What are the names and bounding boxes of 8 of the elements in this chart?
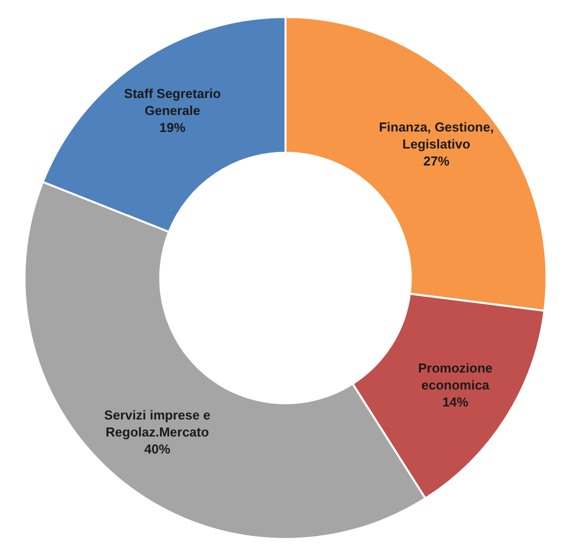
data-label: 40% [144,442,171,457]
slice-label: Finanza, Gestione, Legislativo [378,120,494,152]
data-label: 14% [442,394,469,410]
slice-label: Promozione economica [418,360,493,392]
data-label: 19% [159,120,186,136]
data-label: 27% [423,154,450,169]
slice-label: Staff Segretario Generale [124,86,221,118]
slice-label: Servizi imprese e Regolaz.Mercato [104,408,210,440]
